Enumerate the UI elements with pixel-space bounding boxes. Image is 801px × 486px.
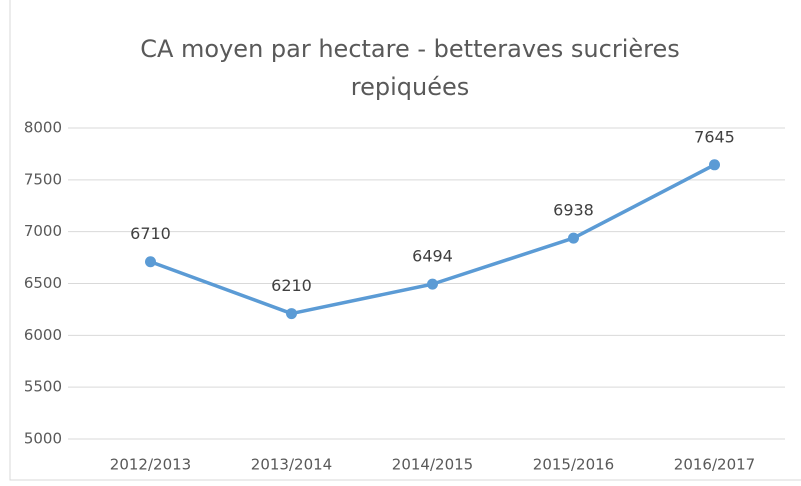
- y-tick-label: 8000: [24, 119, 62, 137]
- line: [149, 163, 716, 316]
- y-tick-label: 5000: [24, 430, 62, 448]
- chart-border: [9, 0, 801, 481]
- y-tick-label: 6500: [24, 274, 62, 292]
- point: [427, 278, 438, 290]
- y-tick-label: 6000: [24, 326, 62, 344]
- data-label: 6494: [412, 247, 453, 266]
- data-label: 6210: [271, 276, 312, 295]
- point: [286, 308, 297, 320]
- y-tick-label: 5500: [24, 378, 62, 396]
- data-label: 7645: [694, 127, 735, 146]
- x-tick-label: 2016/2017: [674, 456, 755, 474]
- point: [568, 232, 579, 244]
- x-tick-label: 2012/2013: [110, 456, 191, 474]
- point: [709, 159, 720, 171]
- y-tick-label: 7500: [24, 170, 62, 188]
- chart-title: CA moyen par hectare - betteraves sucriè…: [140, 35, 680, 101]
- x-tick-label: 2013/2014: [251, 456, 332, 474]
- data-label: 6938: [553, 201, 594, 220]
- point: [145, 256, 156, 268]
- y-tick-label: 7000: [24, 222, 62, 240]
- x-tick-label: 2014/2015: [392, 456, 473, 474]
- data-label: 6710: [130, 224, 171, 243]
- x-tick-label: 2015/2016: [533, 456, 614, 474]
